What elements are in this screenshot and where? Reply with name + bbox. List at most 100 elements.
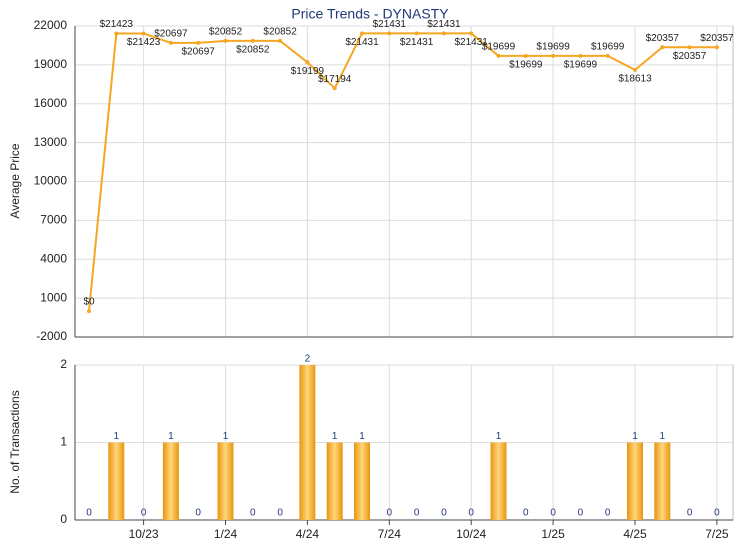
value-label: 1 [660,431,666,442]
value-label: 0 [250,508,256,519]
value-label: $21431 [427,19,461,30]
value-label: $21431 [455,37,489,48]
value-label: 0 [86,508,92,519]
value-label: $20697 [182,47,216,58]
value-label: $20852 [263,27,297,38]
point [551,53,556,58]
y-tick-label: 2 [60,357,67,371]
point [523,53,528,58]
x-tick-label: 7/24 [378,527,402,541]
value-label: $20852 [209,27,243,38]
value-label: $21431 [345,37,379,48]
value-label: 0 [578,508,584,519]
point [496,53,501,58]
value-label: 0 [714,508,720,519]
y-tick-label: 10000 [34,174,68,188]
point [223,38,228,43]
point [87,309,91,314]
point [469,31,474,36]
value-label: $21431 [373,19,407,30]
point [441,31,446,36]
value-label: $19699 [509,59,543,70]
value-label: 0 [441,508,447,519]
x-tick-label: 7/25 [705,527,729,541]
value-label: $21431 [400,37,434,48]
value-label: 0 [141,508,147,519]
value-label: 0 [687,508,693,519]
bar [490,442,507,520]
point [332,86,337,91]
x-tick-label: 1/24 [214,527,238,541]
value-label: 0 [550,508,556,519]
bar [162,442,179,520]
y-tick-label: 0 [60,512,67,526]
value-label: 1 [496,431,502,442]
point [305,60,310,65]
x-tick-label: 4/25 [623,527,647,541]
y-tick-label: 1 [60,435,67,449]
point [660,45,665,50]
value-label: 0 [468,508,474,519]
y-tick-label: 13000 [34,135,68,149]
value-label: $20357 [700,33,734,44]
bar [299,365,316,520]
value-label: $0 [83,297,95,308]
value-label: 1 [632,431,638,442]
value-label: $19699 [536,41,570,52]
point [605,53,610,58]
point [278,38,283,43]
value-label: $18613 [618,74,652,85]
y-axis-label: No. of Transactions [8,390,22,493]
value-label: 1 [168,431,174,442]
chart-title: Price Trends - DYNASTY [291,6,449,22]
value-label: $20357 [646,33,680,44]
y-tick-label: 16000 [34,96,68,110]
bar [217,442,234,520]
point [714,45,719,50]
value-label: 0 [523,508,529,519]
value-label: $19699 [591,41,625,52]
value-label: 0 [605,508,611,519]
value-label: $20357 [673,51,707,62]
point [114,31,119,36]
point [414,31,419,36]
y-tick-label: 7000 [40,213,67,227]
value-label: $21423 [100,19,134,30]
bar [627,442,643,520]
value-label: $20697 [154,29,188,40]
point [687,45,692,50]
value-label: 1 [359,431,365,442]
bar [108,442,125,520]
value-label: $21423 [127,37,161,48]
point [360,31,364,36]
point [578,53,583,58]
y-tick-label: 1000 [40,290,67,304]
y-tick-label: 4000 [40,251,67,265]
y-tick-label: -2000 [36,329,67,343]
value-label: 0 [277,508,283,519]
point [387,31,392,36]
x-tick-label: 1/25 [541,527,565,541]
y-axis-label: Average Price [8,143,22,218]
value-label: 0 [414,508,420,519]
bar [354,442,370,520]
value-label: 0 [387,508,393,519]
value-label: 1 [332,431,338,442]
value-label: $19199 [291,66,325,77]
value-label: $19699 [564,59,598,70]
point [141,31,146,36]
point [250,38,255,43]
price-line [88,32,717,312]
value-label: 1 [223,431,229,442]
x-tick-label: 4/24 [296,527,320,541]
value-label: 2 [305,354,311,365]
point [633,67,637,72]
value-label: $17194 [318,74,352,85]
bar [326,442,343,520]
point [168,40,173,45]
value-label: $19699 [482,41,516,52]
value-label: 1 [114,431,120,442]
point [196,40,201,45]
x-tick-label: 10/23 [129,527,159,541]
y-tick-label: 22000 [34,18,68,32]
